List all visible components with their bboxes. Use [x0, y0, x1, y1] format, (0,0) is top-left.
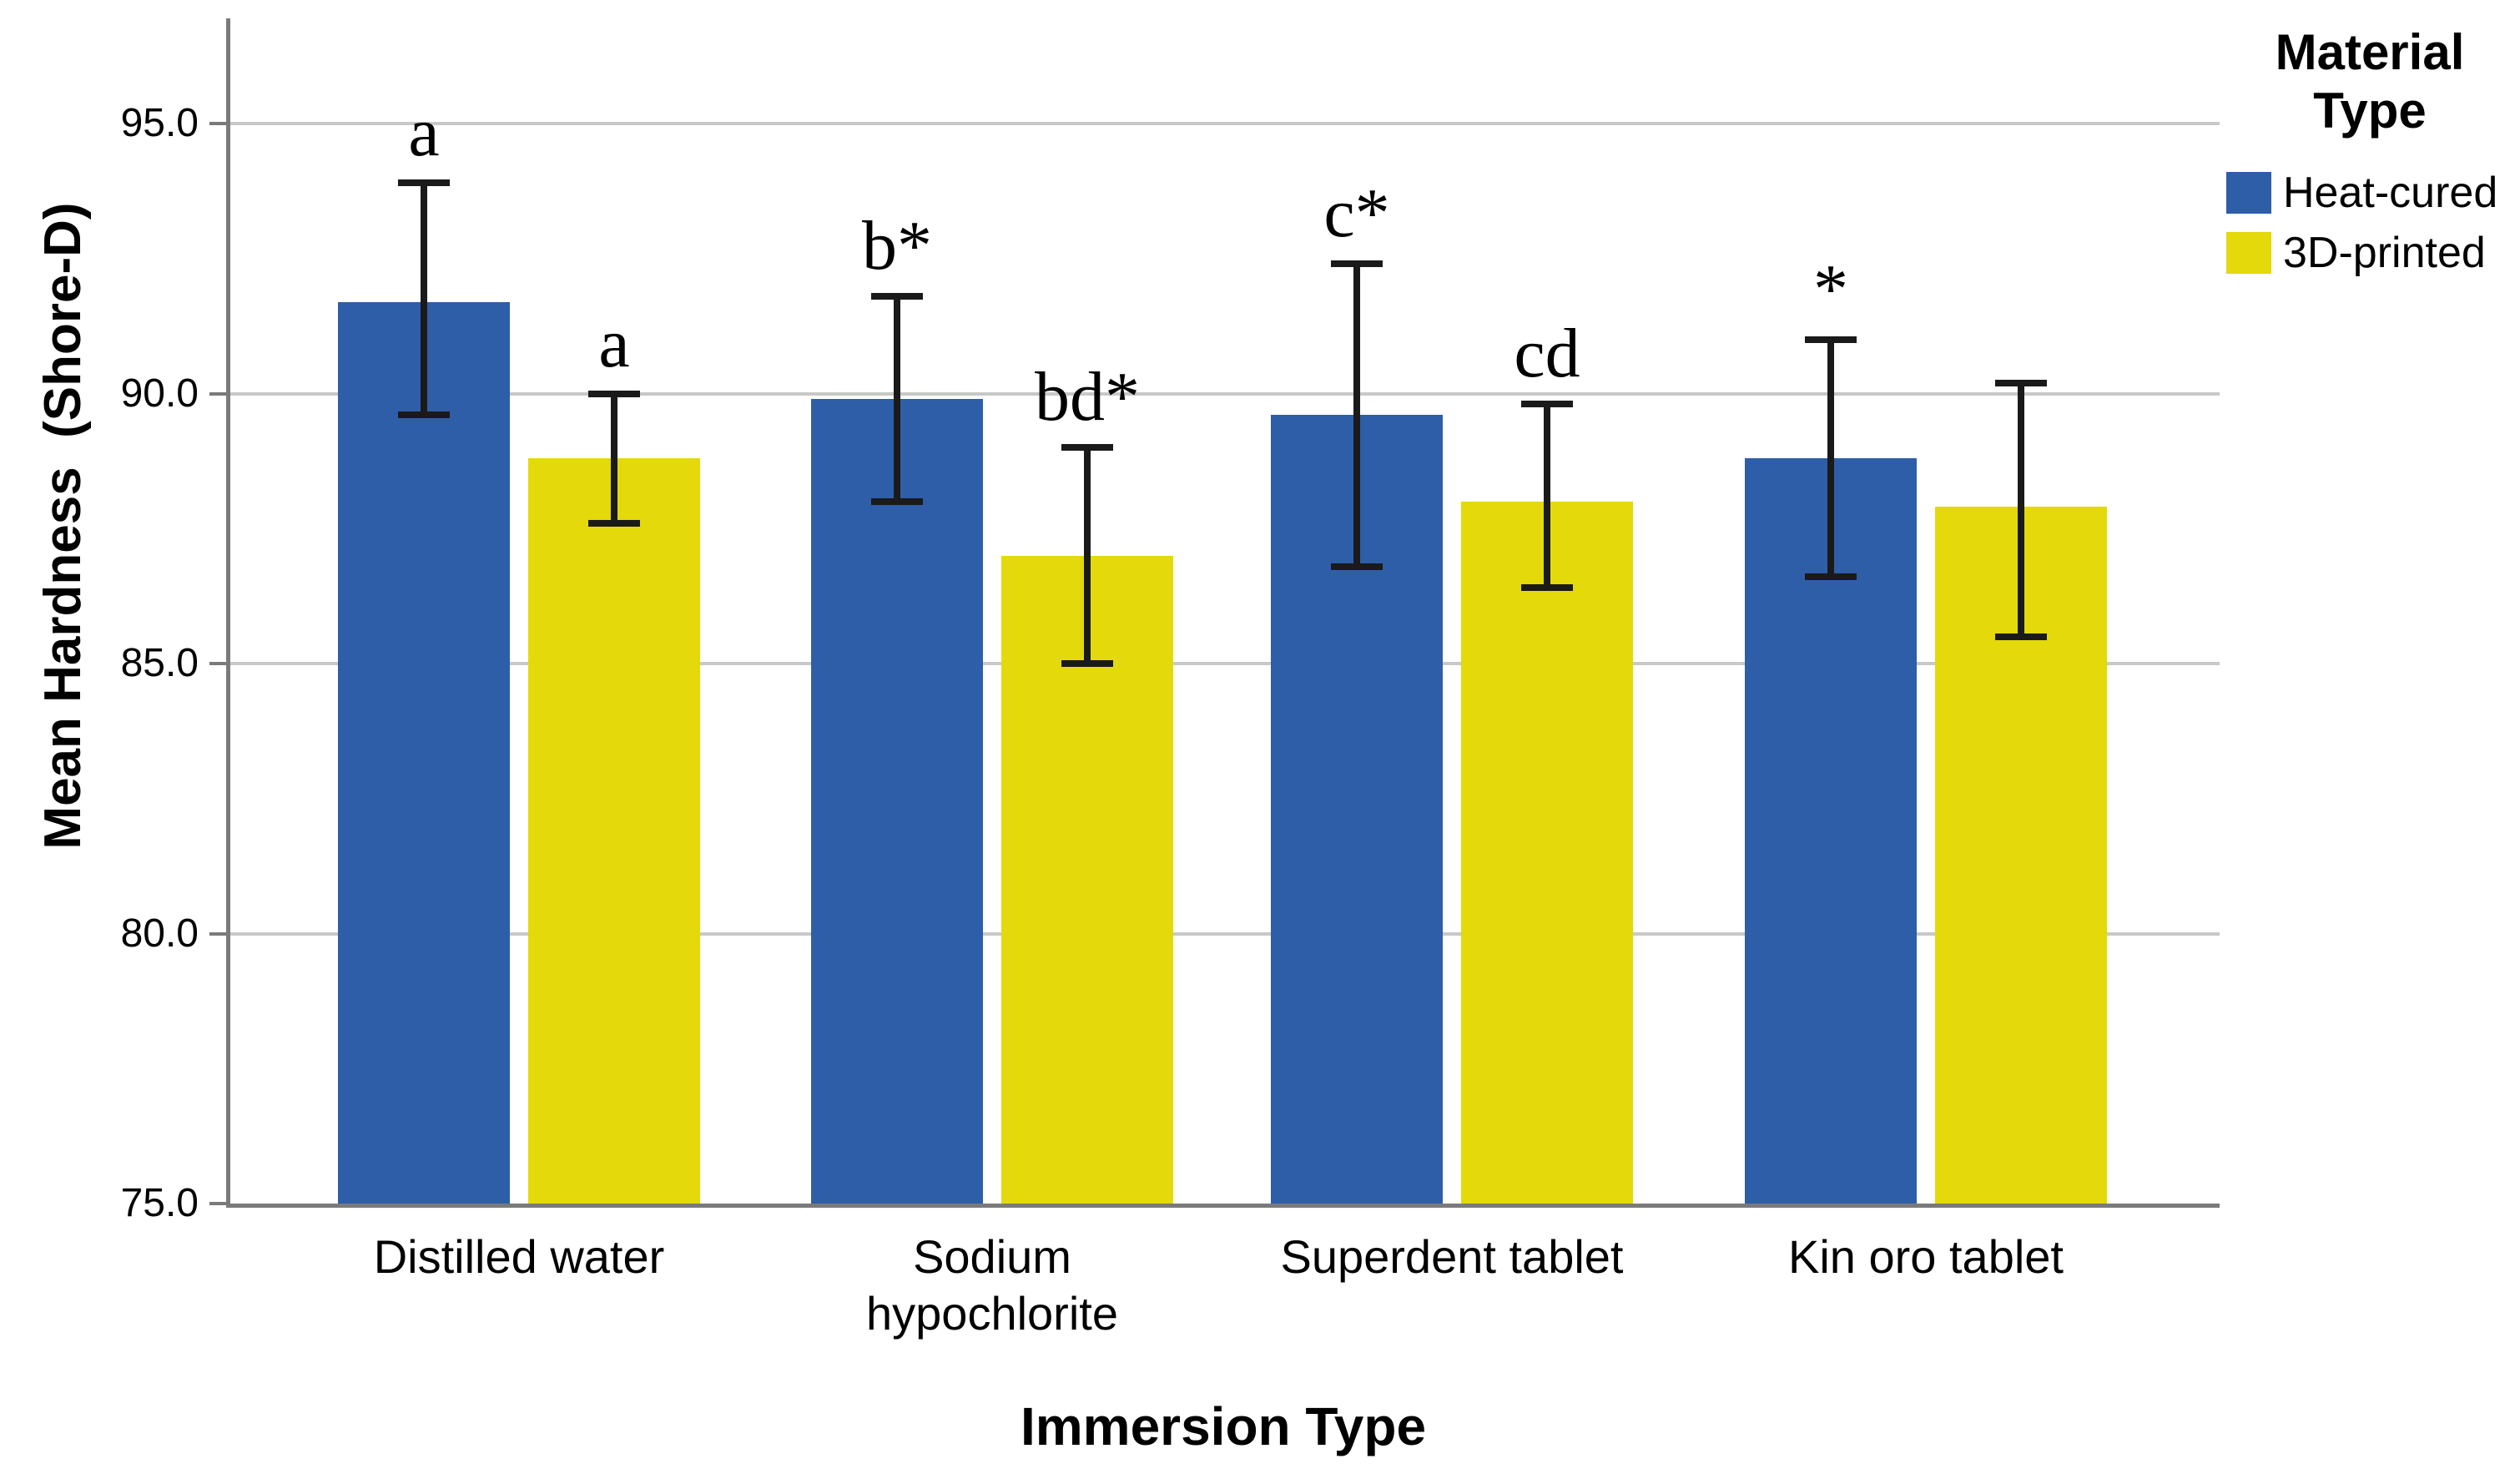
y-tick-label: 90.0 [120, 371, 199, 416]
significance-label: c* [1323, 174, 1390, 253]
error-bar [2018, 382, 2024, 637]
gridline [228, 662, 2220, 665]
error-bar-cap [1521, 401, 1573, 408]
y-tick [209, 122, 228, 125]
y-axis-line [226, 18, 230, 1206]
gridline [228, 122, 2220, 125]
legend-title: Material Type [2275, 24, 2465, 139]
category-label: Superdent tablet [1280, 1230, 1624, 1283]
y-tick [209, 931, 228, 936]
error-bar [894, 296, 900, 502]
error-bar-cap [1805, 573, 1857, 581]
bar-heat-cured-0 [338, 301, 510, 1204]
error-bar-cap [588, 390, 640, 397]
error-bar-cap [398, 179, 450, 187]
significance-label: a [598, 304, 630, 382]
significance-label: cd [1514, 315, 1580, 393]
y-tick [209, 1202, 228, 1205]
bar-3d-printed-0 [528, 458, 700, 1204]
y-axis-title: Mean Hardness (Shore-D) [34, 202, 92, 850]
bar-heat-cured-1 [811, 398, 983, 1204]
bar-heat-cured-3 [1745, 458, 1917, 1204]
category-label: Sodium hypochlorite [866, 1230, 1118, 1340]
error-bar-cap [1995, 379, 2047, 386]
error-bar-cap [398, 411, 450, 419]
error-bar-cap [1331, 260, 1383, 268]
error-bar [611, 393, 617, 523]
error-bar [1353, 264, 1360, 567]
y-tick [209, 662, 228, 665]
error-bar-cap [588, 519, 640, 527]
category-label: Distilled water [373, 1230, 665, 1283]
gridline [228, 931, 2220, 936]
y-tick-label: 95.0 [120, 101, 199, 145]
legend-swatch-3d-printed-icon [2226, 232, 2271, 274]
error-bar-cap [1061, 660, 1113, 667]
error-bar-cap [1521, 584, 1573, 592]
legend-label-heat-cured: Heat-cured [2283, 169, 2498, 217]
error-bar [1544, 404, 1550, 588]
significance-label: * [1813, 250, 1848, 328]
error-bar-cap [1061, 444, 1113, 452]
error-bar-cap [1995, 633, 2047, 640]
legend-swatch-heat-cured-icon [2226, 172, 2271, 214]
gridline [228, 391, 2220, 396]
error-bar-cap [1805, 336, 1857, 343]
error-bar-cap [871, 497, 923, 505]
y-tick [209, 391, 228, 396]
y-tick-label: 80.0 [120, 911, 199, 956]
legend-label-3d-printed: 3D-printed [2283, 229, 2486, 277]
category-label: Kin oro tablet [1788, 1230, 2064, 1283]
significance-label: a [408, 93, 440, 172]
error-bar-cap [871, 293, 923, 300]
y-tick-label: 85.0 [120, 641, 199, 685]
y-tick-label: 75.0 [120, 1181, 199, 1225]
x-axis-line [226, 1204, 2220, 1208]
error-bar [1084, 447, 1091, 664]
error-bar-cap [1331, 563, 1383, 570]
error-bar [421, 183, 427, 416]
bar-3d-printed-2 [1461, 501, 1633, 1204]
x-axis-title: Immersion Type [1020, 1396, 1427, 1456]
significance-label: b* [862, 207, 932, 285]
significance-label: bd* [1035, 358, 1140, 437]
error-bar [1827, 339, 1834, 578]
